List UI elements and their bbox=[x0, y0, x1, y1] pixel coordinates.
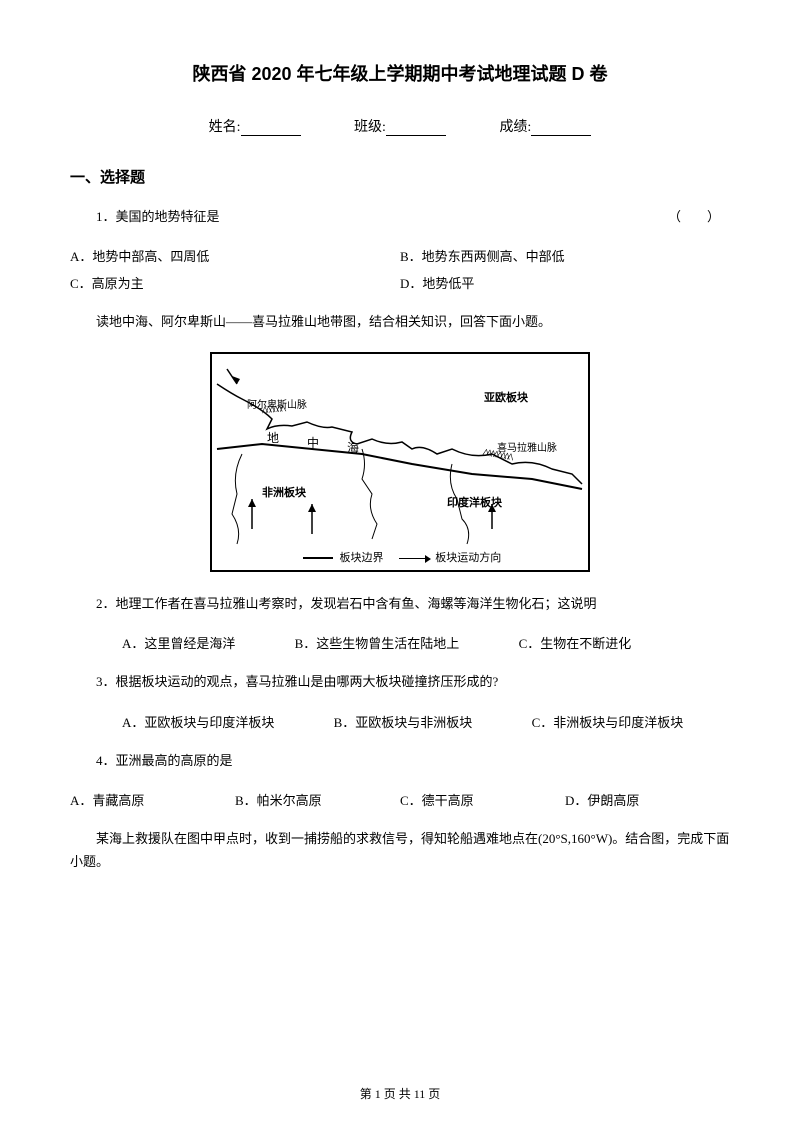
q3-option-c[interactable]: C．非洲板块与印度洋板块 bbox=[506, 712, 684, 731]
map-label-med2: 中 bbox=[307, 434, 319, 451]
name-field[interactable]: 姓名: bbox=[209, 116, 301, 136]
map-label-alps: 阿尔卑斯山脉 bbox=[247, 396, 307, 411]
name-label: 姓名: bbox=[209, 120, 241, 135]
q2-option-c[interactable]: C．生物在不断进化 bbox=[493, 633, 632, 652]
q1-paren: （ ） bbox=[642, 205, 720, 228]
map-label-med3: 海 bbox=[347, 439, 359, 456]
page-footer: 第 1 页 共 11 页 bbox=[0, 1085, 800, 1102]
q4-option-d[interactable]: D．伊朗高原 bbox=[565, 790, 730, 809]
name-blank[interactable] bbox=[241, 122, 301, 136]
student-info-row: 姓名: 班级: 成绩: bbox=[70, 116, 730, 136]
score-blank[interactable] bbox=[531, 122, 591, 136]
map-label-africa: 非洲板块 bbox=[262, 484, 306, 500]
class-label: 班级: bbox=[354, 120, 386, 135]
question-4: 4．亚洲最高的高原的是 bbox=[70, 749, 730, 772]
score-label: 成绩: bbox=[499, 120, 531, 135]
q3-options: A．亚欧板块与印度洋板块 B．亚欧板块与非洲板块 C．非洲板块与印度洋板块 bbox=[70, 712, 730, 731]
q2-option-a[interactable]: A．这里曾经是海洋 bbox=[96, 633, 235, 652]
q1-option-a[interactable]: A．地势中部高、四周低 bbox=[70, 246, 400, 265]
legend-direction-label: 板块运动方向 bbox=[435, 552, 501, 564]
section-heading-choice: 一、选择题 bbox=[70, 166, 730, 187]
q3-option-b[interactable]: B．亚欧板块与非洲板块 bbox=[308, 712, 473, 731]
q4-option-a[interactable]: A．青藏高原 bbox=[70, 790, 235, 809]
paragraph-2: 某海上救援队在图中甲点时，收到一捕捞船的求救信号，得知轮船遇难地点在(20°S,… bbox=[70, 827, 730, 874]
q4-option-c[interactable]: C．德干高原 bbox=[400, 790, 565, 809]
q1-options: A．地势中部高、四周低 B．地势东西两侧高、中部低 C．高原为主 D．地势低平 bbox=[70, 246, 730, 292]
legend-line-icon bbox=[303, 557, 333, 559]
q1-option-c[interactable]: C．高原为主 bbox=[70, 273, 400, 292]
map-legend: 板块边界 板块运动方向 bbox=[212, 549, 588, 565]
map-label-med1: 地 bbox=[267, 429, 279, 446]
paragraph-1: 读地中海、阿尔卑斯山——喜马拉雅山地带图，结合相关知识，回答下面小题。 bbox=[70, 310, 730, 333]
map-label-himalaya: 喜马拉雅山脉 bbox=[497, 439, 557, 454]
q2-option-b[interactable]: B．这些生物曾生活在陆地上 bbox=[269, 633, 460, 652]
q3-option-a[interactable]: A．亚欧板块与印度洋板块 bbox=[96, 712, 274, 731]
map-figure: ^^^^^^ ^^^^^^^^ 亚欧板块 非洲板块 印度洋板块 阿尔卑斯山脉 地… bbox=[210, 352, 590, 572]
q1-option-d[interactable]: D．地势低平 bbox=[400, 273, 730, 292]
question-2: 2．地理工作者在喜马拉雅山考察时，发现岩石中含有鱼、海螺等海洋生物化石；这说明 bbox=[70, 592, 730, 615]
class-field[interactable]: 班级: bbox=[354, 116, 446, 136]
q1-text: 1．美国的地势特征是 bbox=[96, 209, 220, 224]
question-1: 1．美国的地势特征是 （ ） bbox=[70, 205, 730, 228]
q2-options: A．这里曾经是海洋 B．这些生物曾生活在陆地上 C．生物在不断进化 bbox=[70, 633, 730, 652]
legend-arrow-icon bbox=[399, 558, 429, 559]
class-blank[interactable] bbox=[386, 122, 446, 136]
question-3: 3．根据板块运动的观点，喜马拉雅山是由哪两大板块碰撞挤压形成的? bbox=[70, 670, 730, 693]
score-field[interactable]: 成绩: bbox=[499, 116, 591, 136]
q4-option-b[interactable]: B．帕米尔高原 bbox=[235, 790, 400, 809]
legend-boundary-label: 板块边界 bbox=[340, 552, 384, 564]
q4-options: A．青藏高原 B．帕米尔高原 C．德干高原 D．伊朗高原 bbox=[70, 790, 730, 809]
map-label-indian: 印度洋板块 bbox=[447, 494, 502, 510]
q1-option-b[interactable]: B．地势东西两侧高、中部低 bbox=[400, 246, 730, 265]
exam-title: 陕西省 2020 年七年级上学期期中考试地理试题 D 卷 bbox=[70, 60, 730, 86]
map-label-eurasia: 亚欧板块 bbox=[484, 389, 528, 405]
map-svg bbox=[212, 354, 588, 570]
